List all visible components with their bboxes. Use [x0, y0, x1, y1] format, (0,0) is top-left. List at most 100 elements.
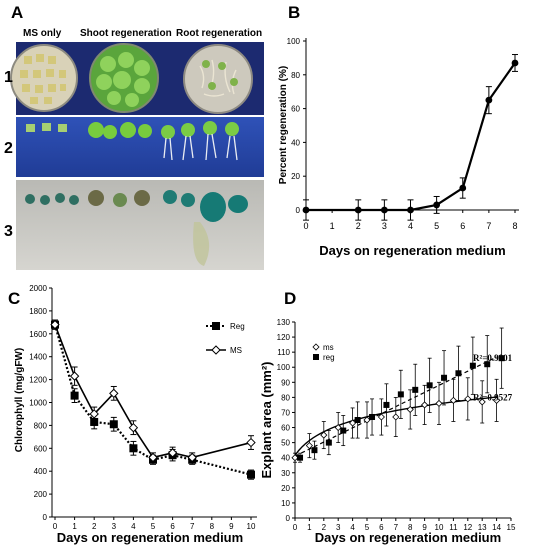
- x-tick-label: 5: [365, 523, 370, 532]
- legend-label-reg: reg: [323, 353, 335, 362]
- data-point-ms: [109, 388, 119, 399]
- legend-label-reg: Reg: [230, 322, 245, 331]
- data-point-reg: [498, 355, 505, 362]
- data-point-reg: [90, 417, 99, 426]
- x-tick-label: 0: [53, 522, 58, 531]
- y-tick-label: 90: [281, 378, 290, 387]
- series-line: [306, 62, 516, 212]
- y-tick-label: 60: [281, 424, 290, 433]
- x-tick-label: 4: [350, 523, 355, 532]
- legend-marker-reg: [212, 322, 220, 330]
- row-2-explants-root: [161, 121, 239, 161]
- data-point-ms: [334, 423, 342, 432]
- series-line-reg: [53, 324, 252, 476]
- y-tick-label: 800: [34, 421, 48, 430]
- x-tick-label: 3: [336, 523, 341, 532]
- x-tick-label: 1: [307, 523, 312, 532]
- data-point: [407, 206, 414, 214]
- dish-root-regeneration: [183, 44, 253, 114]
- data-point-ms: [493, 396, 501, 404]
- x-tick-label: 0: [293, 523, 298, 532]
- y-tick-label: 0: [43, 513, 48, 522]
- row-3-explants-shoot: [88, 190, 150, 207]
- x-tick-label: 1: [72, 522, 77, 531]
- data-point-ms: [50, 319, 60, 330]
- y-tick-label: 60: [291, 105, 300, 114]
- y-tick-label: 2000: [29, 284, 47, 293]
- row-2-explants-shoot: [88, 122, 152, 139]
- data-point-ms: [128, 422, 139, 433]
- data-point-ms: [187, 452, 197, 463]
- data-point-reg: [129, 444, 138, 453]
- legend-label-ms: MS: [230, 346, 242, 355]
- r2-label-ms: R²=0.9527: [473, 392, 513, 402]
- x-tick-label: 0: [303, 221, 308, 231]
- x-tick-label: 7: [394, 523, 399, 532]
- y-axis-title: Percent regeneration (%): [278, 66, 289, 184]
- data-point-ms: [305, 442, 313, 450]
- ms-only-explants: [20, 54, 66, 104]
- data-point-ms: [89, 409, 99, 419]
- data-point: [485, 96, 493, 104]
- x-tick-label: 8: [210, 522, 215, 531]
- col-header-shoot-regeneration: Shoot regeneration: [80, 28, 172, 39]
- y-tick-label: 1600: [29, 330, 47, 339]
- data-point-ms: [148, 452, 158, 463]
- data-point-ms: [406, 405, 414, 414]
- row-3-label: 3: [4, 223, 13, 240]
- x-tick-label: 7: [190, 522, 195, 531]
- y-tick-label: 20: [291, 172, 300, 181]
- data-point-ms: [421, 401, 429, 409]
- y-tick-label: 1800: [29, 307, 47, 316]
- legend-marker-reg: [313, 354, 319, 360]
- x-tick-label: 13: [478, 523, 487, 532]
- x-tick-label: 6: [379, 523, 384, 532]
- y-tick-label: 10: [281, 499, 290, 508]
- data-point-reg: [247, 470, 255, 479]
- row-2-explants-ms: [26, 123, 67, 132]
- y-tick-label: 40: [291, 138, 300, 147]
- x-tick-label: 10: [435, 523, 444, 532]
- panel-b-letter: B: [288, 3, 300, 22]
- y-tick-label: 200: [34, 490, 48, 499]
- x-tick-label: 7: [486, 221, 491, 231]
- x-tick-label: 8: [408, 523, 413, 532]
- data-point: [511, 59, 519, 67]
- panel-a: A MS only Shoot regeneration Root regene…: [4, 3, 264, 270]
- data-point-reg: [369, 413, 376, 420]
- y-tick-label: 1000: [29, 399, 47, 408]
- y-tick-label: 1400: [29, 353, 47, 362]
- data-point-reg: [109, 420, 118, 429]
- y-axis-title: Explant area (mm²): [259, 361, 274, 478]
- y-tick-label: 1200: [29, 376, 47, 385]
- x-tick-label: 2: [356, 221, 361, 231]
- row-2-label: 2: [4, 140, 13, 157]
- data-point-reg: [484, 361, 491, 368]
- x-axis-title: Days on regeneration medium: [319, 243, 505, 258]
- panel-a-letter: A: [11, 3, 23, 22]
- x-tick-label: 2: [92, 522, 97, 531]
- data-point: [354, 206, 362, 214]
- data-point-reg: [311, 447, 318, 454]
- y-tick-label: 40: [281, 454, 290, 463]
- y-tick-label: 130: [277, 318, 291, 327]
- y-tick-label: 120: [277, 333, 291, 342]
- data-point-reg: [455, 370, 462, 377]
- data-point-ms: [167, 448, 178, 458]
- data-point-reg: [397, 391, 404, 398]
- y-tick-label: 50: [281, 439, 290, 448]
- x-tick-label: 8: [512, 221, 517, 231]
- x-tick-label: 2: [322, 523, 327, 532]
- col-header-ms-only: MS only: [23, 28, 62, 39]
- x-tick-label: 5: [151, 522, 156, 531]
- y-tick-label: 30: [281, 469, 290, 478]
- r2-label-reg: R²=0.9801: [473, 353, 513, 363]
- chart-c: C 0 1 2 3 4 5 6 7 8 9 10 0 200 400 600 800 1000 1200 1400 16…: [8, 284, 257, 545]
- x-tick-label: 14: [492, 523, 501, 532]
- y-tick-label: 0: [286, 514, 291, 523]
- data-point-reg: [354, 417, 361, 423]
- x-tick-label: 12: [463, 523, 472, 532]
- data-point: [459, 184, 467, 192]
- data-point-ms: [363, 416, 371, 424]
